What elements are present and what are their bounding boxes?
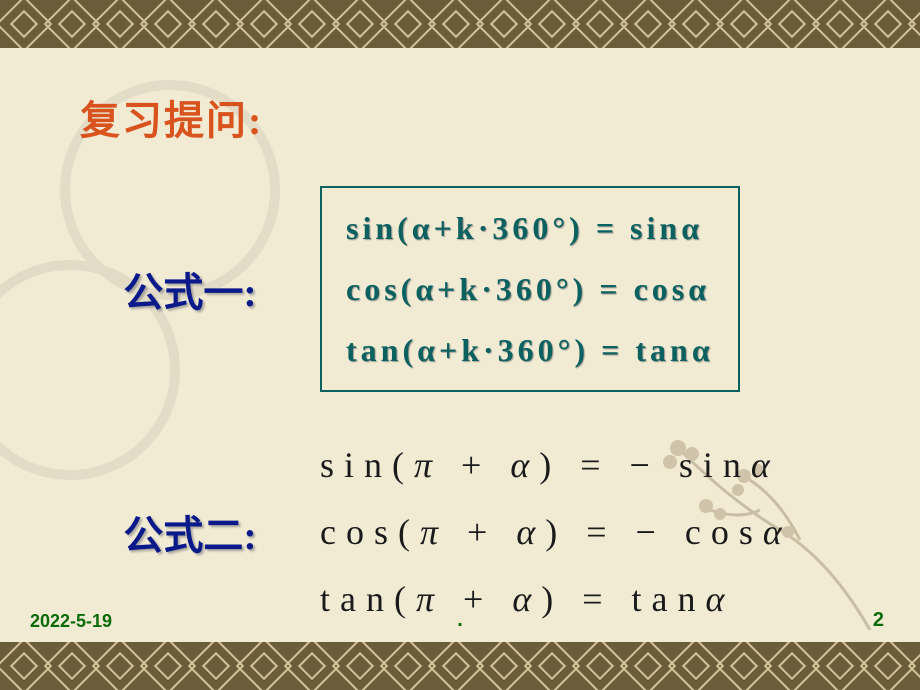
footer-date: 2022-5-19 (30, 611, 112, 632)
formula-group-2: 公式二: sin(π + α) = − sinα cos(π + α) = − … (60, 432, 880, 632)
formula-1-line-3: tan(α+k·360°) = tanα (346, 320, 714, 381)
formula-group-1: 公式一: sin(α+k·360°) = sinα cos(α+k·360°) … (60, 186, 880, 392)
bottom-border (0, 642, 920, 690)
formula-2-line-2: cos(π + α) = − cosα (320, 499, 792, 566)
formula-2-box: sin(π + α) = − sinα cos(π + α) = − cosα … (320, 432, 792, 632)
formula-1-line-2: cos(α+k·360°) = cosα (346, 259, 714, 320)
formula-2-line-3: tan(π + α) = tanα (320, 566, 792, 633)
formula-1-line-1: sin(α+k·360°) = sinα (346, 198, 714, 259)
formula-1-box: sin(α+k·360°) = sinα cos(α+k·360°) = cos… (320, 186, 740, 392)
footer-center: . (457, 609, 463, 632)
page-number: 2 (873, 609, 884, 632)
formula-2-label: 公式二: (60, 503, 320, 561)
review-title: 复习提问: (80, 88, 880, 146)
slide-content: 复习提问: 公式一: sin(α+k·360°) = sinα cos(α+k·… (0, 48, 920, 642)
formula-1-label: 公式一: (60, 260, 320, 318)
formula-2-line-1: sin(π + α) = − sinα (320, 432, 792, 499)
top-border (0, 0, 920, 48)
